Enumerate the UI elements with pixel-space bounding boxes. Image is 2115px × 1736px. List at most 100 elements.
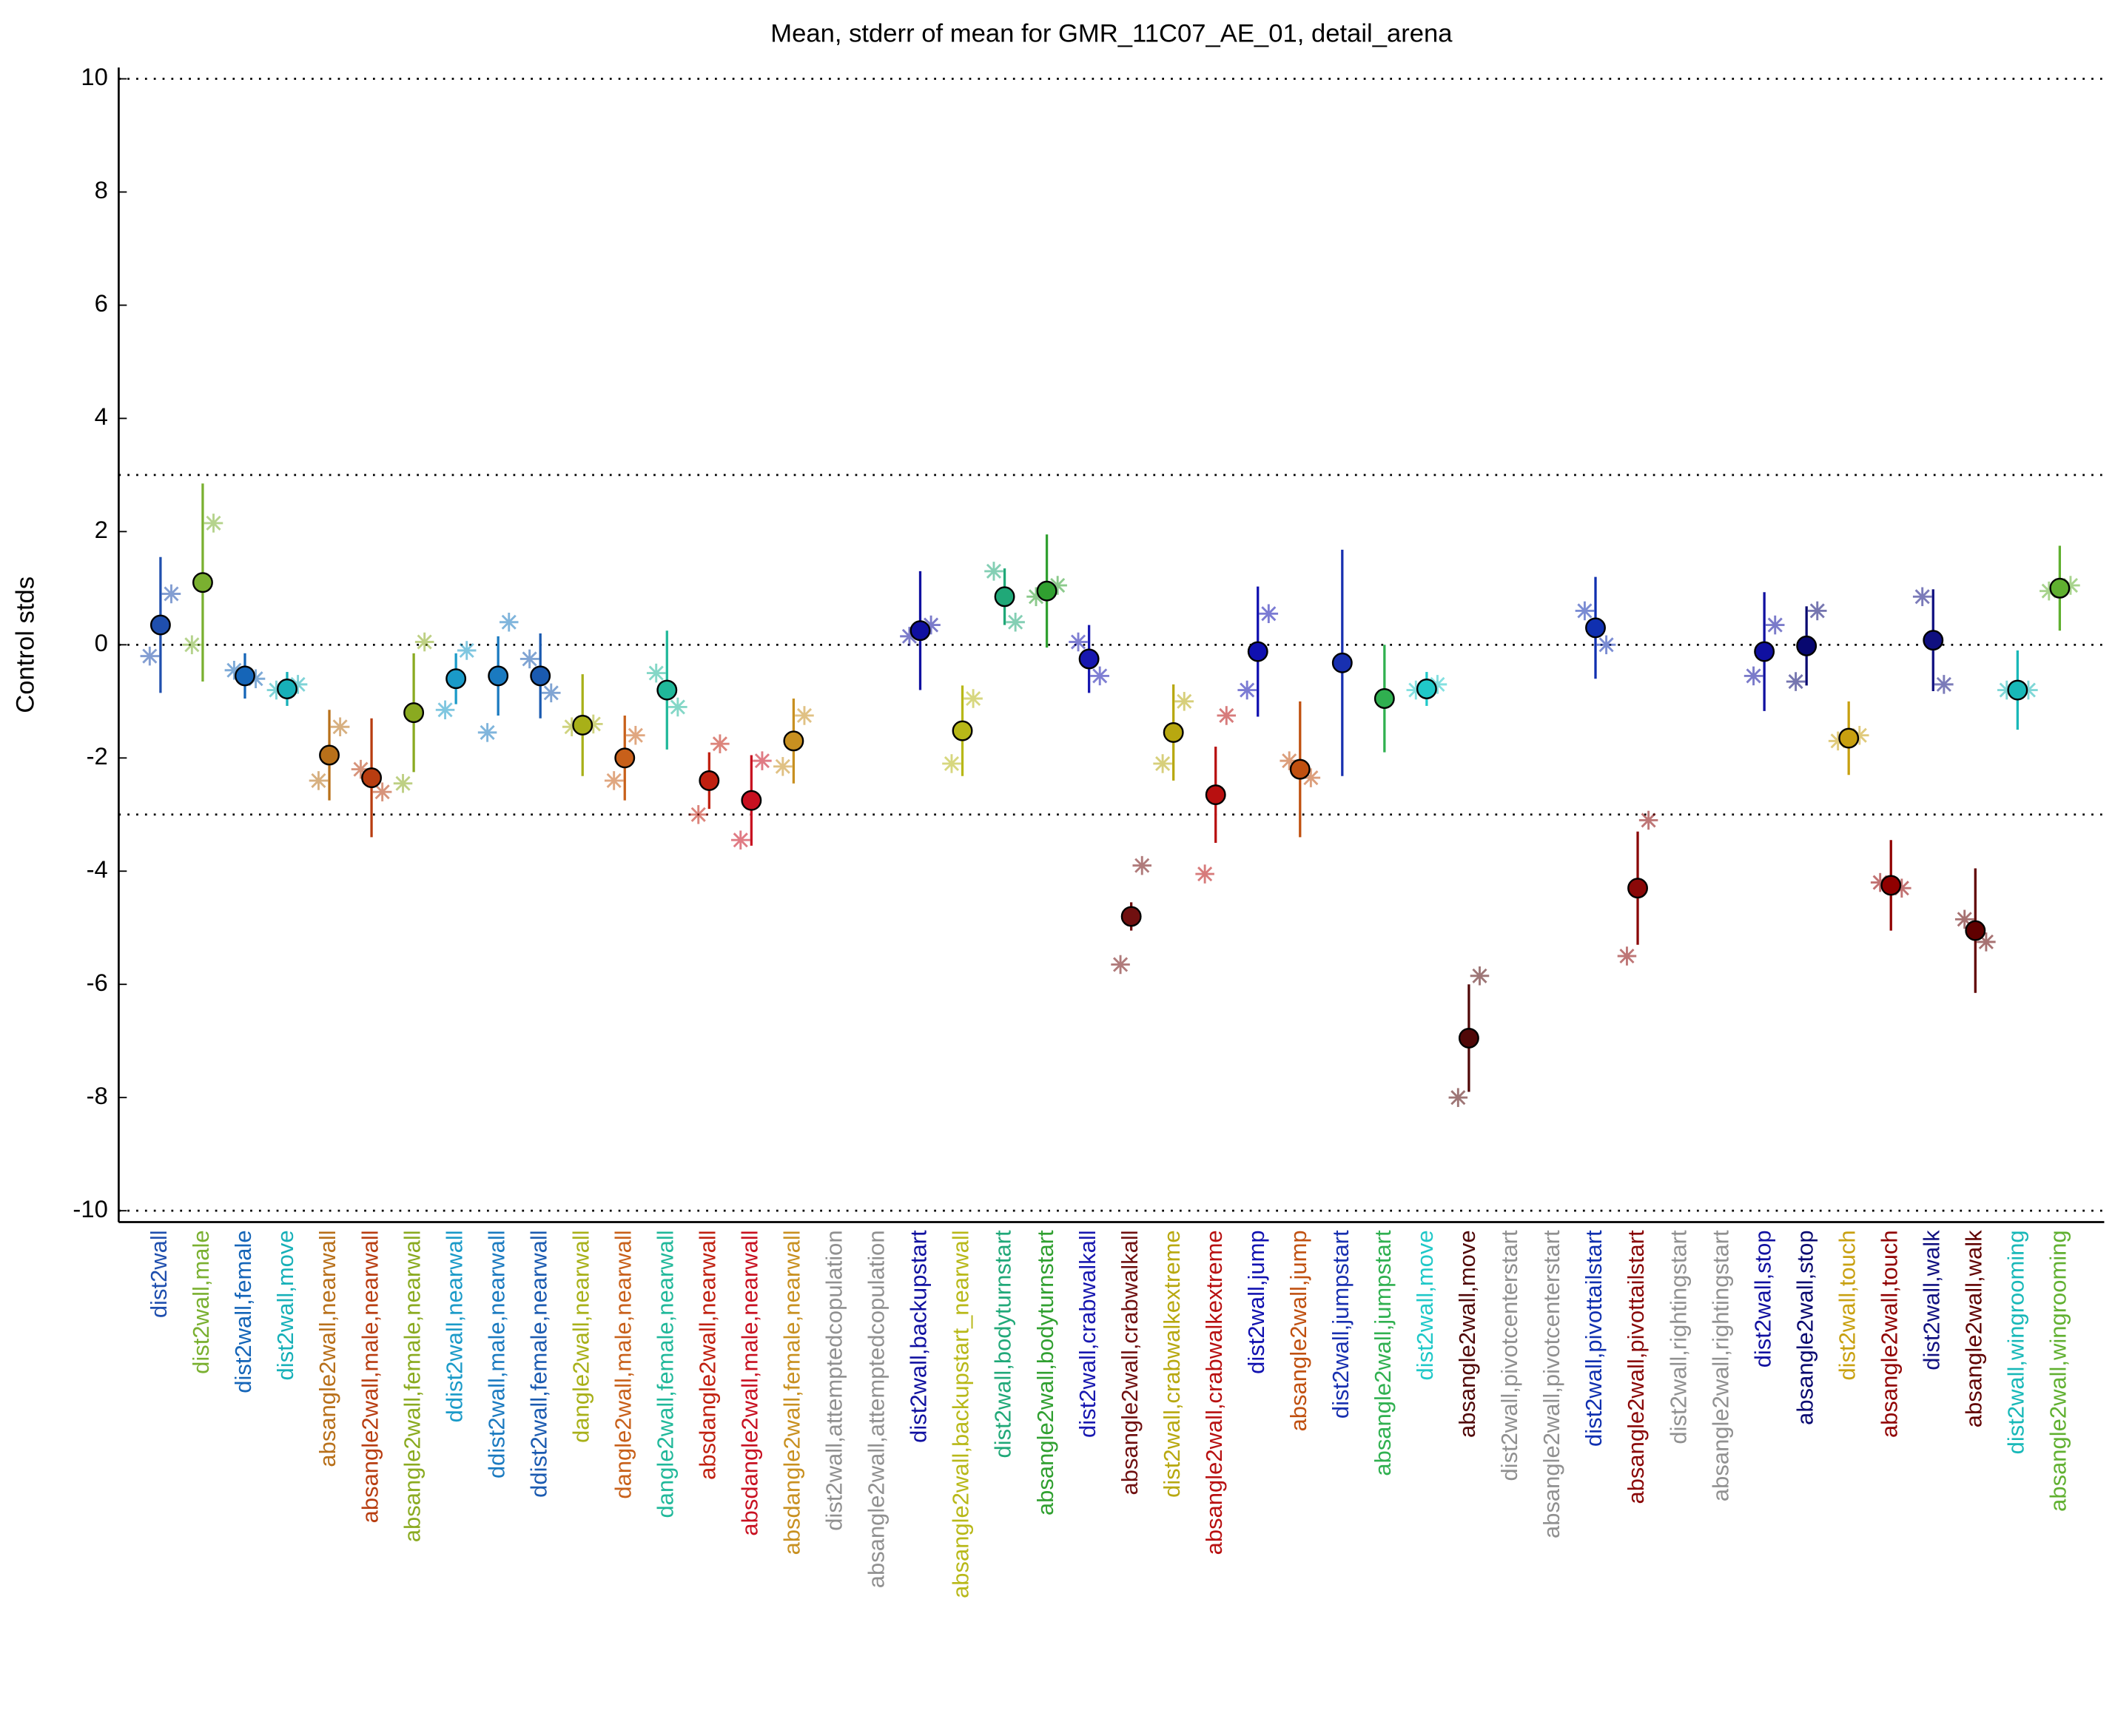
y-tick-label: -8 <box>87 1082 108 1109</box>
marker-stroke <box>1092 668 1108 684</box>
y-tick-label: 0 <box>95 629 108 656</box>
mean-marker <box>1965 920 1986 941</box>
sex-marker <box>1217 706 1237 725</box>
sex-marker <box>1575 601 1595 621</box>
mean-marker <box>952 720 973 741</box>
sex-marker <box>731 830 750 850</box>
mean-marker <box>783 730 804 752</box>
sex-marker <box>1174 692 1194 711</box>
x-tick-label: absangle2wall,male,nearwall <box>357 1230 383 1523</box>
marker-stroke <box>1767 617 1783 633</box>
marker-stroke <box>1746 668 1761 684</box>
mean-marker <box>192 572 213 593</box>
x-tick-label: dist2wall,attemptedcopulation <box>821 1230 847 1530</box>
x-tick-label: dist2wall,pivottailstart <box>1581 1230 1607 1447</box>
marker-stroke <box>1261 606 1277 622</box>
mean-marker <box>445 668 467 690</box>
x-tick-label: absangle2wall,bodyturnstart <box>1032 1230 1058 1515</box>
sex-marker <box>499 612 519 632</box>
x-tick-label: absdangle2wall,female,nearwall <box>779 1230 805 1555</box>
marker-stroke <box>501 614 517 630</box>
y-tick-label: -4 <box>87 855 108 883</box>
mean-marker <box>1331 652 1353 673</box>
sex-marker <box>1153 754 1172 773</box>
sex-marker <box>1470 966 1490 986</box>
sex-marker <box>182 635 202 655</box>
sex-marker <box>942 754 961 773</box>
marker-stroke <box>1978 934 1994 949</box>
mean-marker <box>1796 635 1818 656</box>
marker-stroke <box>1197 867 1213 882</box>
marker-stroke <box>1070 634 1086 650</box>
mean-marker <box>1458 1027 1479 1049</box>
marker-stroke <box>944 756 959 772</box>
y-tick-label: 6 <box>95 289 108 317</box>
marker-stroke <box>648 665 664 681</box>
sex-marker <box>393 773 413 793</box>
mean-marker <box>2049 577 2071 599</box>
mean-marker <box>1838 727 1860 749</box>
mean-marker <box>1585 617 1606 639</box>
x-tick-label: dist2wall,crabwalkall <box>1075 1230 1100 1438</box>
marker-stroke <box>606 773 622 788</box>
mean-marker <box>1289 758 1311 780</box>
marker-stroke <box>374 784 390 800</box>
sex-marker <box>140 646 160 666</box>
mean-marker <box>1163 721 1184 743</box>
mean-marker <box>488 665 509 687</box>
marker-stroke <box>628 727 643 743</box>
x-tick-label: absangle2wall,crabwalkextreme <box>1201 1230 1227 1555</box>
x-tick-label: absangle2wall,rightingstart <box>1707 1230 1733 1501</box>
marker-stroke <box>1619 948 1635 964</box>
sex-marker <box>457 641 477 660</box>
sex-marker <box>1912 587 1932 607</box>
marker-stroke <box>754 753 770 769</box>
sex-marker <box>795 706 814 725</box>
sex-marker <box>1428 675 1447 694</box>
sex-marker <box>773 757 793 776</box>
x-tick-label: dangle2wall,male,nearwall <box>610 1230 636 1498</box>
x-tick-label: dangle2wall,female,nearwall <box>652 1230 678 1518</box>
mean-marker <box>530 665 551 687</box>
marker-stroke <box>1113 957 1129 972</box>
x-tick-label: absangle2wall,attemptedcopulation <box>864 1230 890 1588</box>
sex-marker <box>646 663 666 683</box>
sex-marker <box>161 584 181 604</box>
x-tick-label: dist2wall,wingrooming <box>2003 1230 2029 1454</box>
sex-marker <box>1807 601 1827 621</box>
mean-marker <box>277 679 297 699</box>
marker-stroke <box>796 707 813 723</box>
x-tick-label: absangle2wall,pivottailstart <box>1623 1230 1649 1504</box>
x-tick-label: dist2wall,touch <box>1834 1230 1860 1380</box>
mean-marker <box>1880 875 1902 896</box>
marker-stroke <box>1008 614 1023 630</box>
sex-marker <box>1237 680 1257 700</box>
x-tick-label: absangle2wall,move <box>1454 1230 1480 1438</box>
sex-marker <box>477 723 497 742</box>
x-tick-label: absangle2wall,jumpstart <box>1370 1230 1396 1476</box>
marker-stroke <box>480 724 495 740</box>
sex-marker <box>984 562 1003 581</box>
y-tick-label: 10 <box>81 63 107 90</box>
x-tick-label: dangle2wall,nearwall <box>568 1230 594 1443</box>
marker-stroke <box>1936 676 1951 692</box>
mean-marker <box>403 702 425 724</box>
marker-stroke <box>670 699 685 715</box>
y-tick-label: 4 <box>95 403 108 430</box>
marker-stroke <box>1155 756 1171 772</box>
sex-marker <box>1617 946 1637 966</box>
sex-marker <box>1259 604 1279 624</box>
sex-marker <box>1448 1088 1468 1107</box>
sex-marker <box>372 782 392 801</box>
x-tick-label: absangle2wall,female,nearwall <box>399 1230 425 1542</box>
marker-stroke <box>1577 603 1593 619</box>
sex-marker <box>753 751 772 770</box>
x-tick-label: absdangle2wall,male,nearwall <box>737 1230 763 1535</box>
marker-stroke <box>543 685 559 701</box>
sex-marker <box>1090 666 1109 686</box>
x-tick-label: absangle2wall,nearwall <box>315 1230 340 1467</box>
mean-marker <box>1247 641 1268 662</box>
x-tick-label: absangle2wall,wingrooming <box>2045 1230 2071 1511</box>
marker-stroke <box>1134 858 1150 873</box>
marker-stroke <box>353 761 369 777</box>
